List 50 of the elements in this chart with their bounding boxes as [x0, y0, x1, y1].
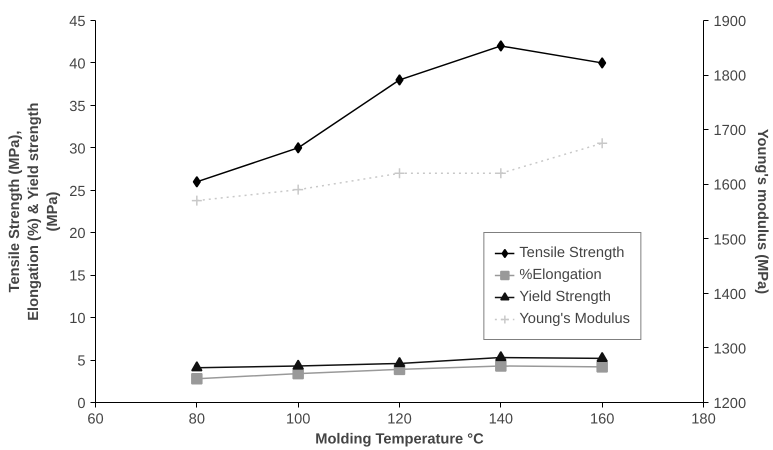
- point: [495, 350, 507, 362]
- y2-tick-label: 1500: [714, 232, 746, 248]
- point: [394, 356, 406, 368]
- point: [596, 352, 608, 362]
- y-tick-label: 35: [69, 98, 86, 115]
- point: [394, 168, 406, 180]
- y2-tick-label: 1300: [714, 341, 746, 358]
- x-tick-label: 60: [87, 412, 104, 428]
- y2-tick-label: 1400: [714, 286, 746, 303]
- y-axis-title: Tensile Strength (MPa), Elongation (%) & Yield strength (MPa): [6, 102, 62, 321]
- y-tick-label: 45: [69, 14, 86, 30]
- y-tick-label: 30: [69, 141, 86, 158]
- y-tick-label: 5: [77, 354, 86, 370]
- point: [496, 40, 505, 52]
- point: [191, 361, 203, 372]
- point: [294, 142, 302, 154]
- legend-label: Tensile Strength: [519, 245, 624, 261]
- point: [598, 57, 606, 69]
- x-tick-label: 160: [590, 412, 614, 428]
- y2-axis-title: Young's modulus (MPa): [754, 128, 770, 294]
- point: [395, 74, 404, 86]
- x-axis-title: Molding Temperature °C: [315, 432, 484, 448]
- point: [191, 372, 203, 384]
- legend-label: Young's Modulus: [519, 311, 630, 327]
- point: [192, 176, 201, 188]
- x-tick-label: 180: [691, 412, 716, 428]
- y-tick-label: 10: [69, 311, 86, 328]
- y-tick-label: 15: [69, 268, 86, 285]
- point: [596, 361, 608, 373]
- y2-tick-label: 1800: [714, 68, 746, 85]
- point: [596, 138, 608, 150]
- x-tick-label: 120: [387, 412, 412, 428]
- point: [495, 360, 507, 372]
- x-tick-label: 140: [488, 412, 514, 428]
- y2-tick-label: 1600: [714, 178, 746, 194]
- y2-tick-label: 1900: [714, 14, 746, 30]
- y-tick-label: 40: [69, 56, 86, 72]
- point: [292, 359, 304, 370]
- point: [495, 168, 507, 180]
- y2-tick-label: 1200: [714, 396, 746, 412]
- point: [292, 184, 304, 196]
- x-tick-label: 100: [286, 412, 310, 428]
- y-tick-label: 25: [69, 184, 86, 200]
- x-tick-label: 80: [188, 412, 205, 428]
- y-tick-label: 0: [77, 396, 86, 412]
- legend-label: Yield Strength: [519, 289, 611, 305]
- legend-label: %Elongation: [519, 267, 602, 283]
- y-tick-label: 20: [69, 226, 86, 242]
- point: [191, 194, 203, 206]
- y2-tick-label: 1700: [714, 123, 746, 140]
